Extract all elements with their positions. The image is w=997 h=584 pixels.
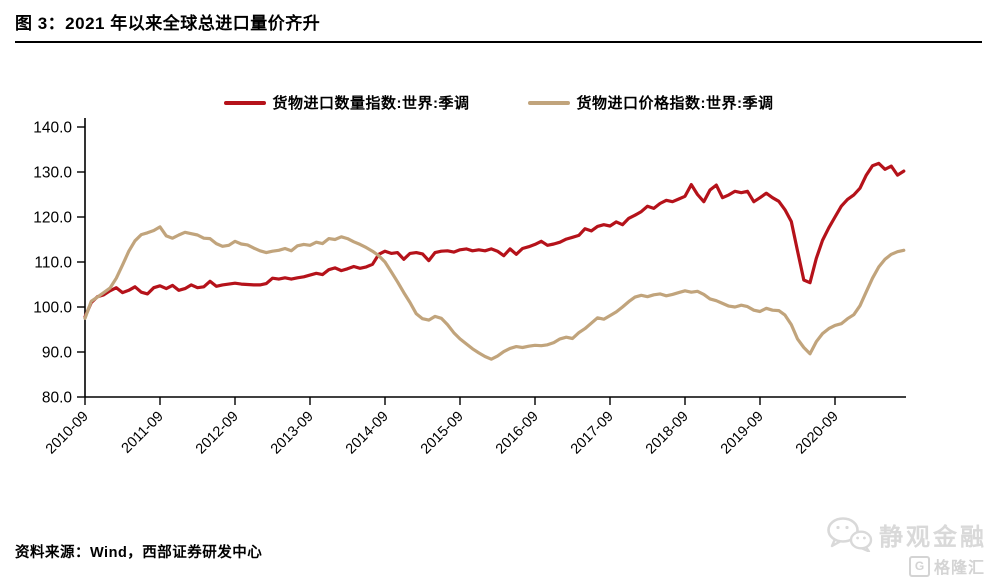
gelonghui-logo-icon: G <box>908 555 930 577</box>
legend-item-price: 货物进口价格指数:世界:季调 <box>527 92 774 113</box>
svg-text:2014-09: 2014-09 <box>343 409 392 458</box>
wechat-watermark-row: 静观金融 <box>825 516 987 552</box>
svg-text:2011-09: 2011-09 <box>119 409 167 457</box>
svg-text:90.0: 90.0 <box>42 345 73 362</box>
wechat-brand-text: 静观金融 <box>879 523 987 551</box>
svg-text:100.0: 100.0 <box>33 300 72 317</box>
svg-text:2010-09: 2010-09 <box>43 409 92 458</box>
source-note: 资料来源：Wind，西部证券研发中心 <box>15 545 263 561</box>
legend-swatch-price <box>527 100 570 105</box>
title-divider <box>15 41 982 43</box>
page-title: 图 3：2021 年以来全球总进口量价齐升 <box>15 14 321 33</box>
svg-text:80.0: 80.0 <box>42 390 73 407</box>
legend-swatch-quantity <box>223 100 266 105</box>
svg-text:2016-09: 2016-09 <box>493 409 542 458</box>
svg-text:110.0: 110.0 <box>34 255 72 272</box>
svg-text:2018-09: 2018-09 <box>643 409 692 458</box>
svg-text:140.0: 140.0 <box>33 120 72 137</box>
svg-text:2015-09: 2015-09 <box>418 409 467 458</box>
svg-text:2017-09: 2017-09 <box>568 409 617 458</box>
legend-item-quantity: 货物进口数量指数:世界:季调 <box>223 92 470 113</box>
svg-text:2013-09: 2013-09 <box>268 409 317 458</box>
gelonghui-text: 格隆汇 <box>933 560 985 577</box>
svg-text:120.0: 120.0 <box>33 210 72 227</box>
wechat-icon <box>827 517 873 552</box>
chart-legend: 货物进口数量指数:世界:季调 货物进口价格指数:世界:季调 <box>0 92 997 113</box>
svg-text:2012-09: 2012-09 <box>193 409 242 458</box>
legend-label-price: 货物进口价格指数:世界:季调 <box>576 95 774 112</box>
svg-text:2020-09: 2020-09 <box>793 409 842 458</box>
gelonghui-watermark-row: G 格隆汇 <box>825 554 985 578</box>
legend-label-quantity: 货物进口数量指数:世界:季调 <box>272 95 470 112</box>
svg-text:130.0: 130.0 <box>33 165 72 182</box>
svg-text:2019-09: 2019-09 <box>718 409 767 458</box>
watermark: 静观金融 G 格隆汇 <box>825 516 987 578</box>
